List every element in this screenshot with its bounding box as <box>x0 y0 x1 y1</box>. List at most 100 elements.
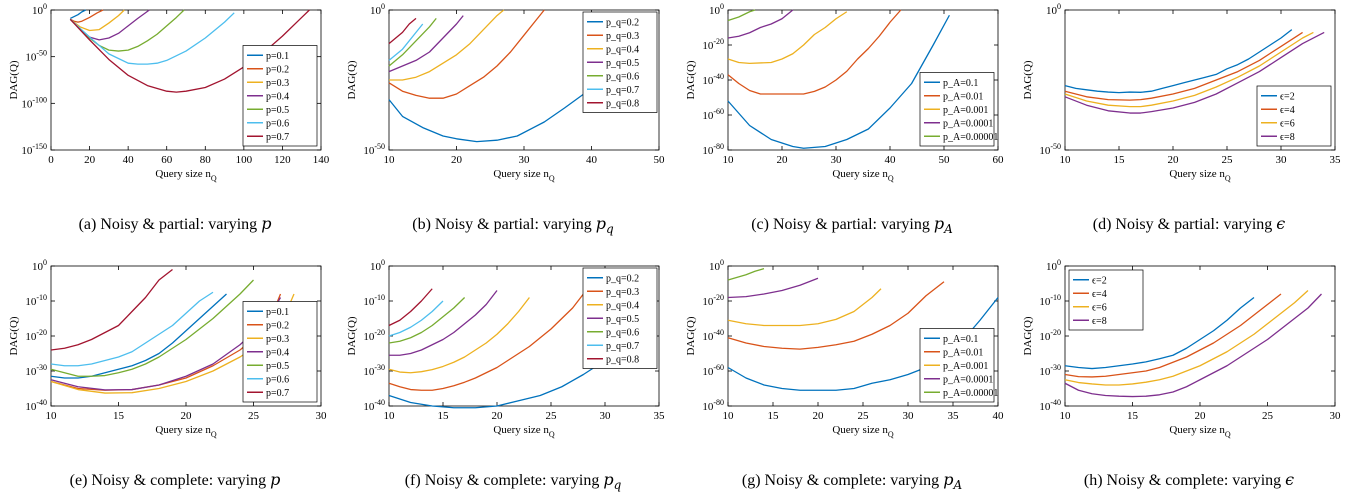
y-tick-label: 100 <box>1046 258 1061 273</box>
y-tick-exponent: 0 <box>1057 258 1061 267</box>
x-tick-label: 40 <box>885 154 897 166</box>
caption-text: (g) Noisy & complete: varying <box>741 472 944 489</box>
y-tick-label: 10-150 <box>21 142 47 157</box>
y-tick-base: 10 <box>1039 331 1051 343</box>
x-tick-label: 25 <box>248 410 260 422</box>
x-axis-label-main: Query size n <box>155 168 211 180</box>
x-tick-label: 40 <box>586 154 598 166</box>
y-tick-exponent: -150 <box>32 142 47 151</box>
x-tick-label: 0 <box>48 154 54 166</box>
y-tick-base: 10 <box>702 145 714 157</box>
series-line-3 <box>388 297 530 374</box>
legend-label: p_q=0.8 <box>606 354 639 365</box>
y-tick-exponent: -20 <box>374 328 385 337</box>
legend-label: p_A=0.01 <box>943 91 983 102</box>
panel-caption: (b) Noisy & partial: varying pq <box>344 214 682 236</box>
x-tick-label: 20 <box>1195 410 1207 422</box>
y-tick-label: 10-40 <box>25 398 47 413</box>
series-line-1 <box>727 14 950 149</box>
y-tick-exponent: -40 <box>36 398 47 407</box>
y-tick-exponent: 0 <box>381 258 385 267</box>
series-line-2 <box>1064 31 1303 101</box>
y-tick-base: 10 <box>32 261 44 273</box>
y-axis-label: DAG(Q) <box>685 316 697 355</box>
x-tick-label: 15 <box>113 410 125 422</box>
y-tick-base: 10 <box>21 145 33 157</box>
series-line-2 <box>1064 293 1282 378</box>
y-tick-label: 100 <box>370 258 385 273</box>
y-tick-exponent: -20 <box>1050 328 1061 337</box>
chart-panel-7: 10 15 20 25 30 35 40 100 10-20 10-40 10-60 10-80 p_A… <box>683 256 1021 504</box>
legend: p_q=0.2 p_q=0.3 p_q=0.4 p_q=0.5 p_q=0.6 p_q=0… <box>582 11 658 113</box>
legend-label: p=0.6 <box>266 118 289 129</box>
legend-label: p=0.1 <box>266 51 289 62</box>
x-tick-label: 15 <box>768 410 780 422</box>
y-axis-label: DAG(Q) <box>8 316 20 355</box>
x-axis-label-sub: Q <box>888 430 894 439</box>
series-line-5 <box>50 279 254 377</box>
series-line-5 <box>388 17 437 67</box>
caption-symbol: ϵ <box>1276 214 1286 233</box>
legend-label: p_q=0.5 <box>606 314 639 325</box>
y-tick-base: 10 <box>370 261 382 273</box>
y-tick-label: 10-20 <box>702 37 724 52</box>
y-tick-label: 10-60 <box>702 107 724 122</box>
caption-text: (e) Noisy & complete: varying <box>69 472 271 489</box>
y-tick-label: 100 <box>709 258 724 273</box>
series-line-3 <box>69 9 125 32</box>
chart-panel-2: 10 20 30 40 50 100 10-50 p_q=0.2 p_q=0.3 p_q=0.4 p… <box>344 0 682 248</box>
legend-label: p_q=0.7 <box>606 85 639 96</box>
legend-label: p_A=0.0001 <box>943 118 993 129</box>
x-axis-label: Query size nQ <box>155 168 217 183</box>
legend-label: p=0.2 <box>266 320 289 331</box>
y-tick-exponent: -30 <box>374 363 385 372</box>
chart-panel-8: 10 15 20 25 30 100 10-10 10-20 10-30 10-40 ϵ=2 ϵ=4 ϵ… <box>1020 256 1351 504</box>
x-tick-label: 10 <box>46 410 58 422</box>
x-tick-label: 140 <box>313 154 330 166</box>
x-tick-label: 40 <box>123 154 135 166</box>
y-tick-base: 10 <box>363 331 375 343</box>
y-tick-label: 10-30 <box>25 363 47 378</box>
chart-panel-6: 10 15 20 25 30 35 100 10-10 10-20 10-30 10-40 p_q=0… <box>344 256 682 504</box>
y-tick-exponent: -20 <box>713 37 724 46</box>
series-line-3 <box>1064 290 1309 386</box>
legend-label: ϵ=2 <box>1280 91 1295 102</box>
x-tick-label: 50 <box>939 154 951 166</box>
x-axis-label-sub: Q <box>1225 430 1231 439</box>
x-axis-label-sub: Q <box>888 174 894 183</box>
y-tick-base: 10 <box>702 331 714 343</box>
y-tick-label: 10-50 <box>363 142 385 157</box>
caption-text: (f) Noisy & complete: varying <box>404 472 604 489</box>
chart-panel-4: 10 15 20 25 30 35 100 10-50 ϵ=2 ϵ=4 ϵ=6 ϵ=8 Query si… <box>1020 0 1351 248</box>
y-tick-base: 10 <box>363 401 375 413</box>
x-tick-label: 20 <box>813 410 825 422</box>
legend-label: ϵ=4 <box>1092 289 1107 300</box>
y-axis-label: DAG(Q) <box>8 60 20 99</box>
legend-label: ϵ=8 <box>1092 316 1107 327</box>
caption-symbol: p <box>933 214 945 233</box>
caption-symbol: p <box>595 214 607 233</box>
x-axis-label: Query size nQ <box>832 424 894 439</box>
x-tick-label: 30 <box>1330 410 1342 422</box>
panel-caption: (h) Noisy & complete: varying ϵ <box>1020 470 1351 490</box>
y-tick-exponent: -40 <box>713 72 724 81</box>
y-axis-label: DAG(Q) <box>346 316 358 355</box>
x-tick-label: 30 <box>316 410 328 422</box>
y-axis-label: DAG(Q) <box>346 60 358 99</box>
x-tick-label: 20 <box>492 410 504 422</box>
x-tick-label: 20 <box>181 410 193 422</box>
x-tick-label: 30 <box>519 154 531 166</box>
y-tick-label: 10-40 <box>363 398 385 413</box>
legend-label: p_q=0.4 <box>606 44 639 55</box>
y-tick-exponent: -10 <box>374 293 385 302</box>
legend: ϵ=2 ϵ=4 ϵ=6 ϵ=8 <box>1256 85 1332 147</box>
y-tick-label: 10-60 <box>702 363 724 378</box>
legend-label: p_A=0.001 <box>943 105 988 116</box>
legend-label: p=0.1 <box>266 307 289 318</box>
caption-symbol: p <box>943 470 954 489</box>
y-tick-base: 10 <box>1046 261 1058 273</box>
y-tick-label: 10-20 <box>25 328 47 343</box>
y-tick-base: 10 <box>702 296 714 308</box>
legend: p_A=0.1 p_A=0.01 p_A=0.001 p_A=0.0001 p_A=0.… <box>919 72 998 147</box>
series-line-1 <box>1064 296 1255 370</box>
